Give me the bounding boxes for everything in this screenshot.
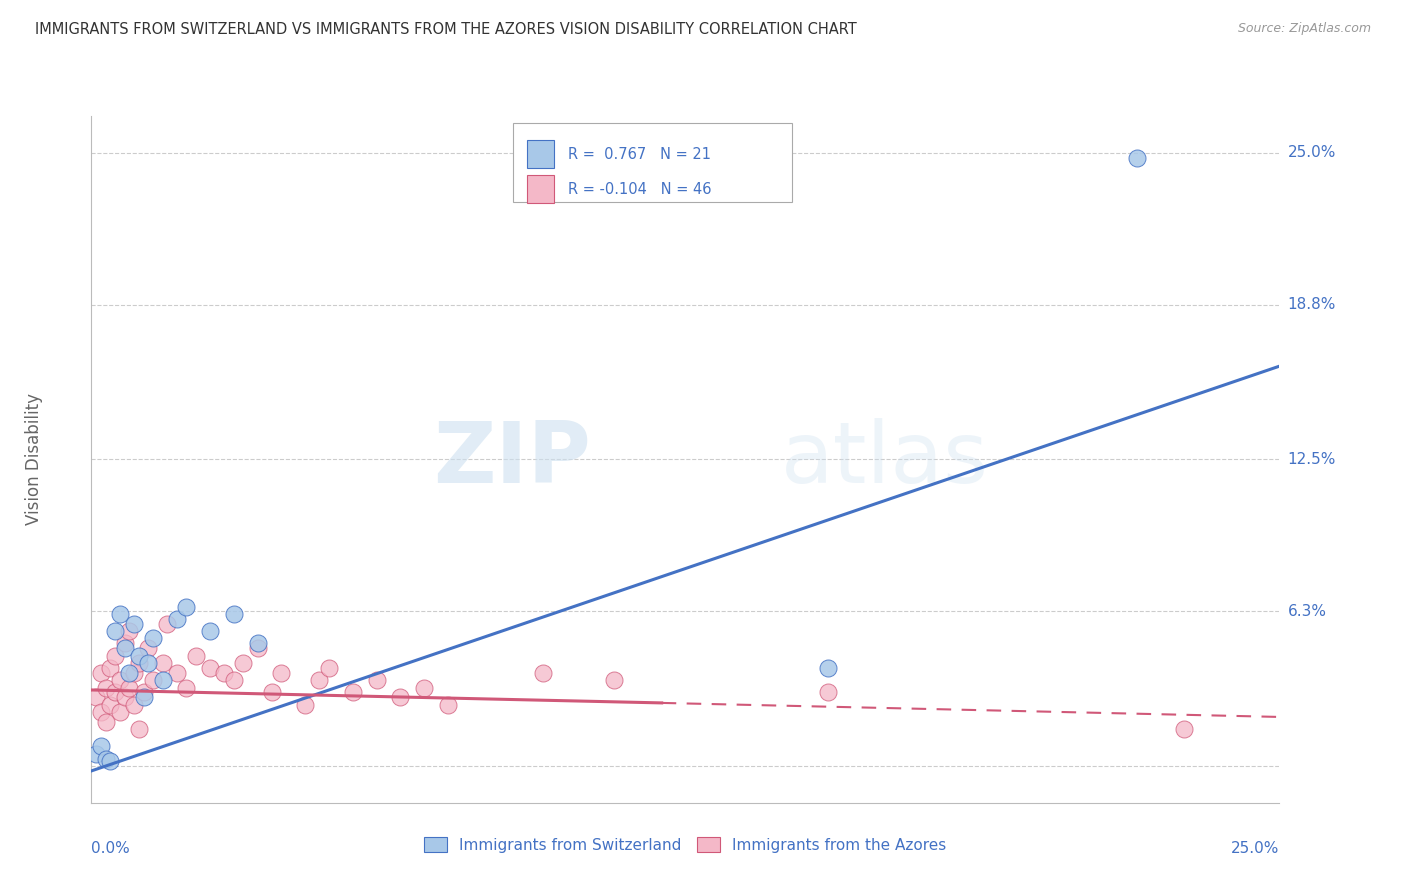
Point — [436, 698, 458, 712]
Point — [222, 673, 245, 687]
Text: atlas: atlas — [780, 417, 988, 501]
Point — [200, 661, 222, 675]
Point — [1126, 151, 1149, 165]
Point — [104, 685, 127, 699]
Point — [142, 632, 165, 646]
Point — [1173, 723, 1195, 737]
Point — [270, 665, 292, 680]
Point — [318, 661, 340, 675]
Point — [176, 599, 198, 614]
Text: 6.3%: 6.3% — [1288, 604, 1327, 619]
Point — [232, 656, 254, 670]
Point — [128, 723, 150, 737]
Point — [222, 607, 245, 621]
Point — [94, 751, 117, 765]
Point — [132, 685, 155, 699]
Point — [118, 681, 141, 695]
Point — [128, 648, 150, 663]
Point — [246, 636, 269, 650]
Point — [90, 739, 112, 754]
Point — [413, 681, 436, 695]
Point — [118, 665, 141, 680]
Point — [128, 656, 150, 670]
Point — [84, 747, 107, 761]
Point — [342, 685, 364, 699]
Point — [90, 705, 112, 719]
Point — [100, 754, 122, 768]
Point — [104, 624, 127, 639]
Text: R = -0.104   N = 46: R = -0.104 N = 46 — [568, 183, 711, 197]
Point — [817, 685, 839, 699]
Point — [294, 698, 316, 712]
Point — [94, 714, 117, 729]
Legend: Immigrants from Switzerland, Immigrants from the Azores: Immigrants from Switzerland, Immigrants … — [416, 830, 955, 861]
Point — [114, 636, 136, 650]
Text: 0.0%: 0.0% — [91, 840, 131, 855]
Point — [142, 673, 165, 687]
Point — [122, 665, 145, 680]
Point — [114, 690, 136, 705]
Text: IMMIGRANTS FROM SWITZERLAND VS IMMIGRANTS FROM THE AZORES VISION DISABILITY CORR: IMMIGRANTS FROM SWITZERLAND VS IMMIGRANT… — [35, 22, 856, 37]
Text: ZIP: ZIP — [433, 417, 591, 501]
Point — [246, 641, 269, 656]
Point — [200, 624, 222, 639]
Text: R =  0.767   N = 21: R = 0.767 N = 21 — [568, 147, 711, 162]
Point — [389, 690, 412, 705]
Point — [260, 685, 283, 699]
Point — [176, 681, 198, 695]
Point — [166, 665, 188, 680]
Text: 18.8%: 18.8% — [1288, 297, 1336, 312]
Text: Source: ZipAtlas.com: Source: ZipAtlas.com — [1237, 22, 1371, 36]
Point — [104, 648, 127, 663]
Point — [122, 698, 145, 712]
Point — [108, 607, 131, 621]
FancyBboxPatch shape — [527, 175, 554, 203]
FancyBboxPatch shape — [513, 123, 793, 202]
Text: 25.0%: 25.0% — [1288, 145, 1336, 161]
Point — [100, 698, 122, 712]
Point — [156, 616, 179, 631]
Point — [84, 690, 107, 705]
Text: 12.5%: 12.5% — [1288, 452, 1336, 467]
Point — [94, 681, 117, 695]
Point — [90, 665, 112, 680]
Point — [100, 661, 122, 675]
Point — [603, 673, 626, 687]
Point — [108, 673, 131, 687]
Point — [138, 641, 160, 656]
FancyBboxPatch shape — [527, 139, 554, 168]
Point — [366, 673, 388, 687]
Point — [122, 616, 145, 631]
Point — [114, 641, 136, 656]
Point — [308, 673, 330, 687]
Point — [817, 661, 839, 675]
Point — [132, 690, 155, 705]
Text: 25.0%: 25.0% — [1232, 840, 1279, 855]
Point — [531, 665, 554, 680]
Point — [184, 648, 207, 663]
Point — [118, 624, 141, 639]
Point — [214, 665, 236, 680]
Point — [138, 656, 160, 670]
Text: Vision Disability: Vision Disability — [25, 393, 44, 525]
Point — [152, 673, 174, 687]
Point — [152, 656, 174, 670]
Point — [166, 612, 188, 626]
Point — [108, 705, 131, 719]
